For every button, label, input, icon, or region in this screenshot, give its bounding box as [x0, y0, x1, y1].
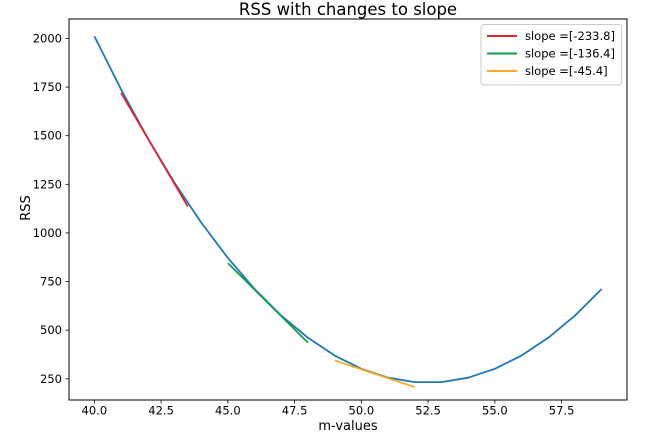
y-tick-label: 1000	[33, 226, 62, 240]
legend-box	[480, 24, 622, 86]
y-tick-label: 1250	[33, 177, 62, 191]
y-tick-label: 1500	[33, 129, 62, 143]
legend-label: slope =[-233.8]	[525, 29, 615, 43]
x-tick-label: 40.0	[82, 404, 108, 418]
y-tick-label: 500	[40, 323, 62, 337]
x-tick-label: 47.5	[282, 404, 308, 418]
series-line-1	[120, 92, 189, 208]
legend-item: slope =[-136.4]	[487, 47, 615, 61]
plot-spines	[68, 18, 628, 401]
x-tick-label: 52.5	[415, 404, 441, 418]
y-axis-label: RSS	[19, 195, 34, 221]
series-line-0	[93, 35, 603, 384]
legend: slope =[-233.8] slope =[-136.4] slope =[…	[480, 24, 622, 86]
legend-label: slope =[-136.4]	[525, 47, 615, 61]
series-line-3	[334, 359, 416, 388]
x-tick-label: 42.5	[148, 404, 174, 418]
y-tick-label: 250	[40, 372, 62, 386]
y-tick-label: 1750	[33, 80, 62, 94]
x-tick-label: 57.5	[549, 404, 575, 418]
legend-label: slope =[-45.4]	[525, 64, 608, 78]
x-axis-label: m-values	[318, 419, 378, 434]
legend-item: slope =[-45.4]	[487, 64, 608, 78]
chart-title: RSS with changes to slope	[239, 0, 457, 19]
x-tick-label: 45.0	[215, 404, 241, 418]
x-tick-label: 50.0	[349, 404, 375, 418]
y-tick-label: 2000	[33, 31, 62, 45]
legend-item: slope =[-233.8]	[487, 29, 615, 43]
y-tick-label: 750	[40, 275, 62, 289]
x-tick-label: 55.0	[482, 404, 508, 418]
series-line-2	[227, 262, 309, 344]
